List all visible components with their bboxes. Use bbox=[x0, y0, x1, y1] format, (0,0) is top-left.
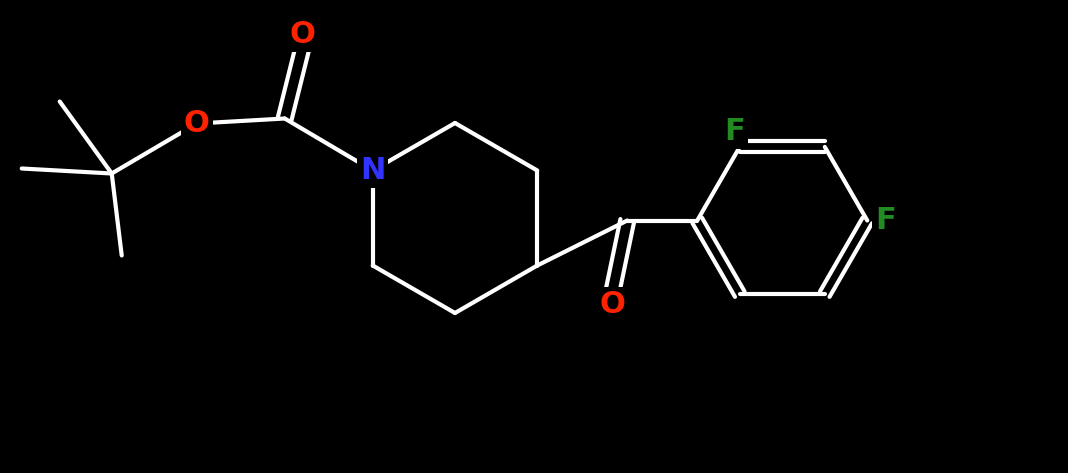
Text: F: F bbox=[875, 206, 896, 235]
Text: O: O bbox=[289, 20, 316, 49]
Text: O: O bbox=[599, 290, 625, 319]
Text: N: N bbox=[360, 156, 386, 185]
Text: O: O bbox=[184, 109, 209, 138]
Text: F: F bbox=[724, 117, 745, 146]
